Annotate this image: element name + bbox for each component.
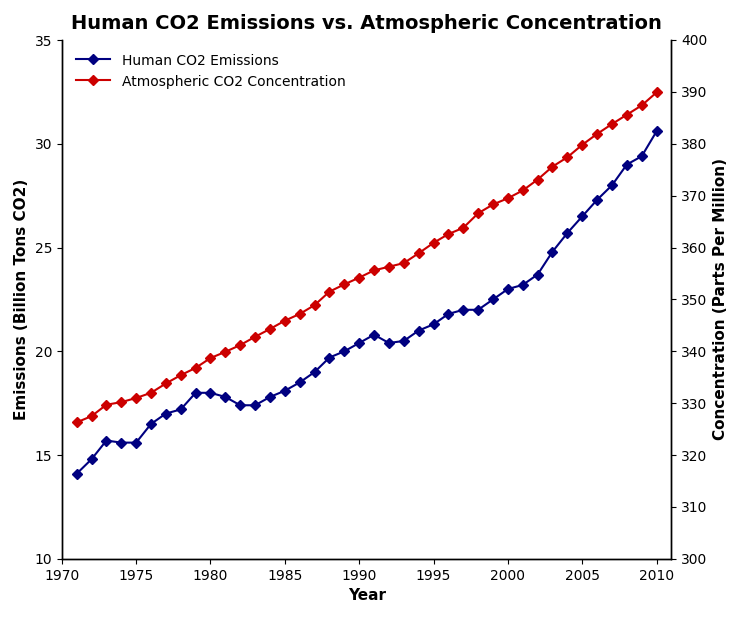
Human CO2 Emissions	[578, 213, 587, 220]
Human CO2 Emissions	[191, 389, 200, 397]
Atmospheric CO2 Concentration	[72, 419, 81, 426]
Human CO2 Emissions	[147, 420, 156, 428]
Human CO2 Emissions	[459, 306, 467, 313]
Human CO2 Emissions	[384, 339, 393, 347]
Human CO2 Emissions	[503, 285, 512, 292]
Atmospheric CO2 Concentration	[519, 187, 528, 194]
Human CO2 Emissions	[444, 310, 453, 318]
Atmospheric CO2 Concentration	[295, 310, 304, 318]
Atmospheric CO2 Concentration	[548, 163, 557, 170]
X-axis label: Year: Year	[347, 588, 386, 603]
Human CO2 Emissions	[102, 437, 111, 444]
Atmospheric CO2 Concentration	[340, 281, 349, 288]
Human CO2 Emissions	[162, 410, 171, 417]
Human CO2 Emissions	[221, 393, 230, 400]
Human CO2 Emissions	[488, 296, 497, 303]
Atmospheric CO2 Concentration	[578, 141, 587, 149]
Line: Atmospheric CO2 Concentration: Atmospheric CO2 Concentration	[73, 89, 660, 426]
Human CO2 Emissions	[548, 248, 557, 255]
Y-axis label: Concentration (Parts Per Million): Concentration (Parts Per Million)	[713, 159, 728, 441]
Human CO2 Emissions	[414, 327, 423, 334]
Human CO2 Emissions	[116, 439, 125, 446]
Line: Human CO2 Emissions: Human CO2 Emissions	[73, 128, 660, 477]
Atmospheric CO2 Concentration	[593, 130, 602, 138]
Atmospheric CO2 Concentration	[414, 249, 423, 257]
Human CO2 Emissions	[519, 281, 528, 289]
Atmospheric CO2 Concentration	[429, 239, 438, 247]
Atmospheric CO2 Concentration	[147, 389, 156, 397]
Human CO2 Emissions	[340, 347, 349, 355]
Atmospheric CO2 Concentration	[102, 401, 111, 408]
Atmospheric CO2 Concentration	[177, 371, 186, 379]
Title: Human CO2 Emissions vs. Atmospheric Concentration: Human CO2 Emissions vs. Atmospheric Conc…	[71, 14, 662, 33]
Human CO2 Emissions	[355, 339, 364, 347]
Atmospheric CO2 Concentration	[533, 176, 542, 183]
Atmospheric CO2 Concentration	[488, 201, 497, 208]
Atmospheric CO2 Concentration	[652, 89, 661, 96]
Human CO2 Emissions	[533, 271, 542, 278]
Human CO2 Emissions	[131, 439, 140, 446]
Legend: Human CO2 Emissions, Atmospheric CO2 Concentration: Human CO2 Emissions, Atmospheric CO2 Con…	[69, 47, 352, 96]
Human CO2 Emissions	[652, 128, 661, 135]
Atmospheric CO2 Concentration	[370, 267, 378, 274]
Human CO2 Emissions	[623, 161, 631, 168]
Atmospheric CO2 Concentration	[623, 111, 631, 118]
Human CO2 Emissions	[370, 331, 378, 338]
Atmospheric CO2 Concentration	[266, 325, 275, 333]
Human CO2 Emissions	[593, 196, 602, 204]
Atmospheric CO2 Concentration	[399, 259, 408, 267]
Atmospheric CO2 Concentration	[310, 302, 319, 309]
Human CO2 Emissions	[87, 455, 96, 463]
Atmospheric CO2 Concentration	[236, 341, 245, 349]
Human CO2 Emissions	[206, 389, 215, 397]
Atmospheric CO2 Concentration	[280, 317, 289, 325]
Atmospheric CO2 Concentration	[116, 399, 125, 406]
Human CO2 Emissions	[236, 402, 245, 409]
Atmospheric CO2 Concentration	[162, 380, 171, 387]
Atmospheric CO2 Concentration	[444, 230, 453, 238]
Y-axis label: Emissions (Billion Tons CO2): Emissions (Billion Tons CO2)	[14, 179, 29, 420]
Atmospheric CO2 Concentration	[191, 364, 200, 371]
Atmospheric CO2 Concentration	[637, 102, 646, 109]
Human CO2 Emissions	[325, 354, 334, 361]
Human CO2 Emissions	[280, 387, 289, 394]
Human CO2 Emissions	[637, 152, 646, 160]
Atmospheric CO2 Concentration	[87, 412, 96, 420]
Atmospheric CO2 Concentration	[459, 224, 467, 231]
Human CO2 Emissions	[608, 181, 617, 189]
Atmospheric CO2 Concentration	[503, 194, 512, 202]
Human CO2 Emissions	[399, 337, 408, 345]
Human CO2 Emissions	[266, 393, 275, 400]
Atmospheric CO2 Concentration	[563, 154, 572, 161]
Atmospheric CO2 Concentration	[473, 210, 482, 217]
Human CO2 Emissions	[72, 470, 81, 478]
Atmospheric CO2 Concentration	[251, 333, 260, 341]
Atmospheric CO2 Concentration	[355, 274, 364, 281]
Atmospheric CO2 Concentration	[608, 120, 617, 128]
Human CO2 Emissions	[310, 368, 319, 376]
Human CO2 Emissions	[473, 306, 482, 313]
Atmospheric CO2 Concentration	[131, 394, 140, 402]
Human CO2 Emissions	[251, 402, 260, 409]
Atmospheric CO2 Concentration	[206, 354, 215, 362]
Human CO2 Emissions	[295, 379, 304, 386]
Human CO2 Emissions	[429, 321, 438, 328]
Human CO2 Emissions	[563, 230, 572, 237]
Atmospheric CO2 Concentration	[221, 348, 230, 355]
Human CO2 Emissions	[177, 406, 186, 413]
Atmospheric CO2 Concentration	[384, 263, 393, 270]
Atmospheric CO2 Concentration	[325, 288, 334, 296]
